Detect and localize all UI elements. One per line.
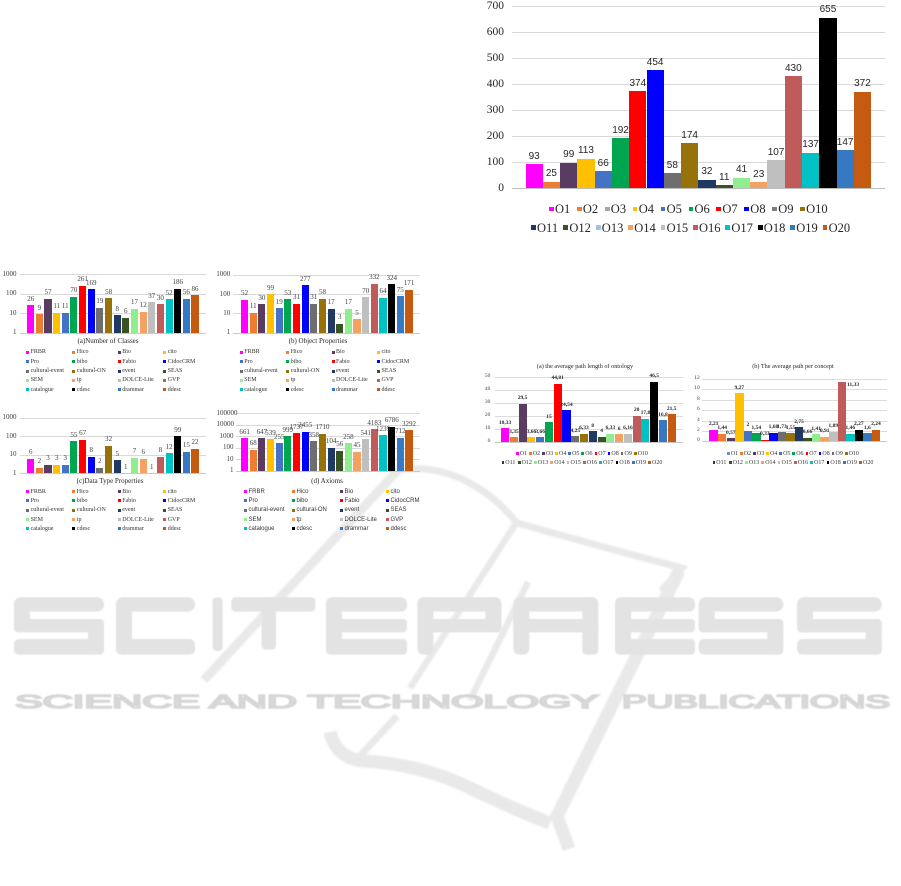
svg-text:PUBLICATIONS: PUBLICATIONS xyxy=(622,692,890,712)
svg-text:SCIENCE AND TECHNOLOGY: SCIENCE AND TECHNOLOGY xyxy=(15,692,599,712)
